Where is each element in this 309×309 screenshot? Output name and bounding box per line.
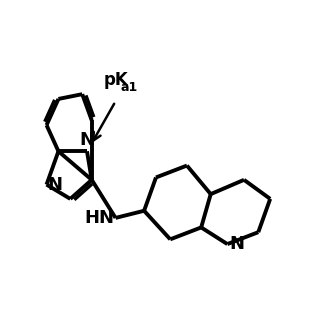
Text: N: N <box>79 131 95 149</box>
Text: pK: pK <box>104 71 128 89</box>
Text: N: N <box>230 235 245 253</box>
Text: HN: HN <box>84 209 114 227</box>
Text: N: N <box>48 176 63 194</box>
Text: a1: a1 <box>121 81 138 94</box>
